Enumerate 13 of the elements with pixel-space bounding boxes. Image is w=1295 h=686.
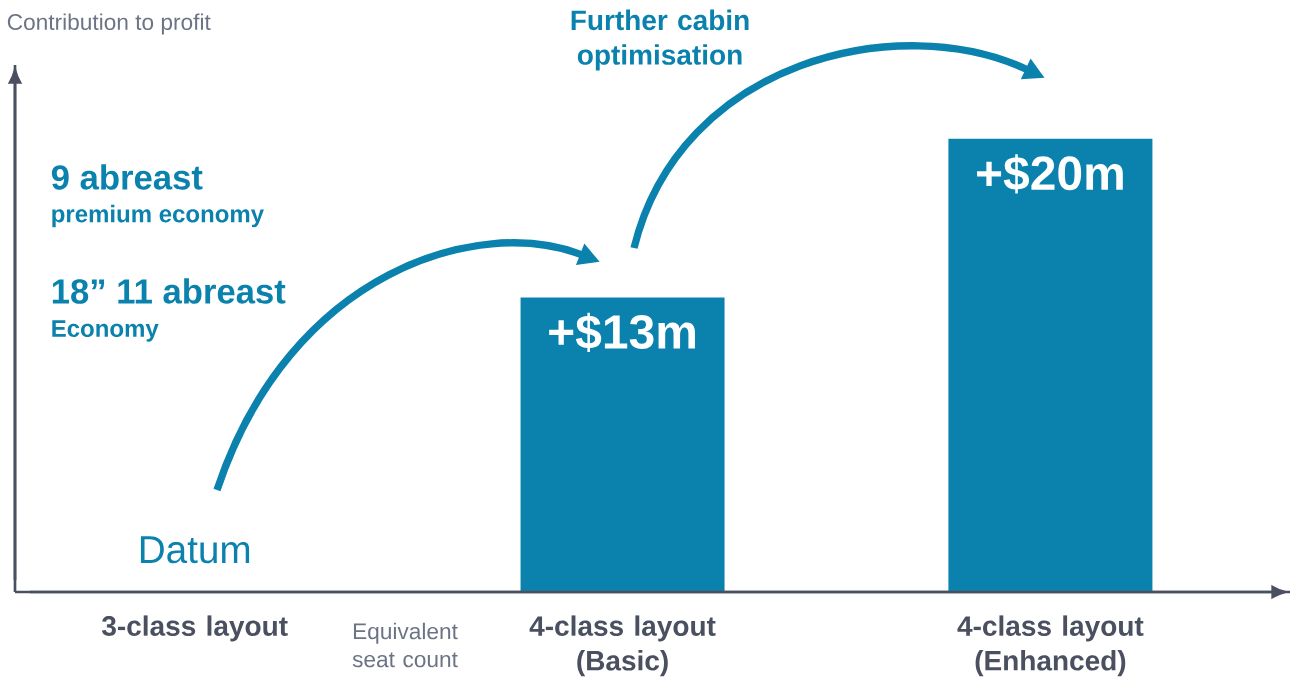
text: Further cabin optimisation	[571, 9, 749, 71]
y-axis-title: Contribution to profit	[7, 13, 211, 35]
annotation: Economy	[52, 320, 159, 342]
text: Equivalent seat count	[352, 622, 458, 668]
x-tick-label: 3-class layout	[101, 615, 288, 642]
data-label: Datum	[140, 536, 250, 564]
x-tick-label: 4-class layout (Basic)	[529, 615, 716, 677]
x-tick-label: 4-class layout (Enhanced)	[957, 615, 1144, 677]
data-label: +$20m	[977, 154, 1123, 194]
annotation: premium economy	[52, 204, 264, 228]
annotation: 18” 11 abreast	[52, 278, 286, 304]
annotation: 9 abreast	[51, 164, 203, 190]
data-label: +$13m	[549, 312, 695, 353]
